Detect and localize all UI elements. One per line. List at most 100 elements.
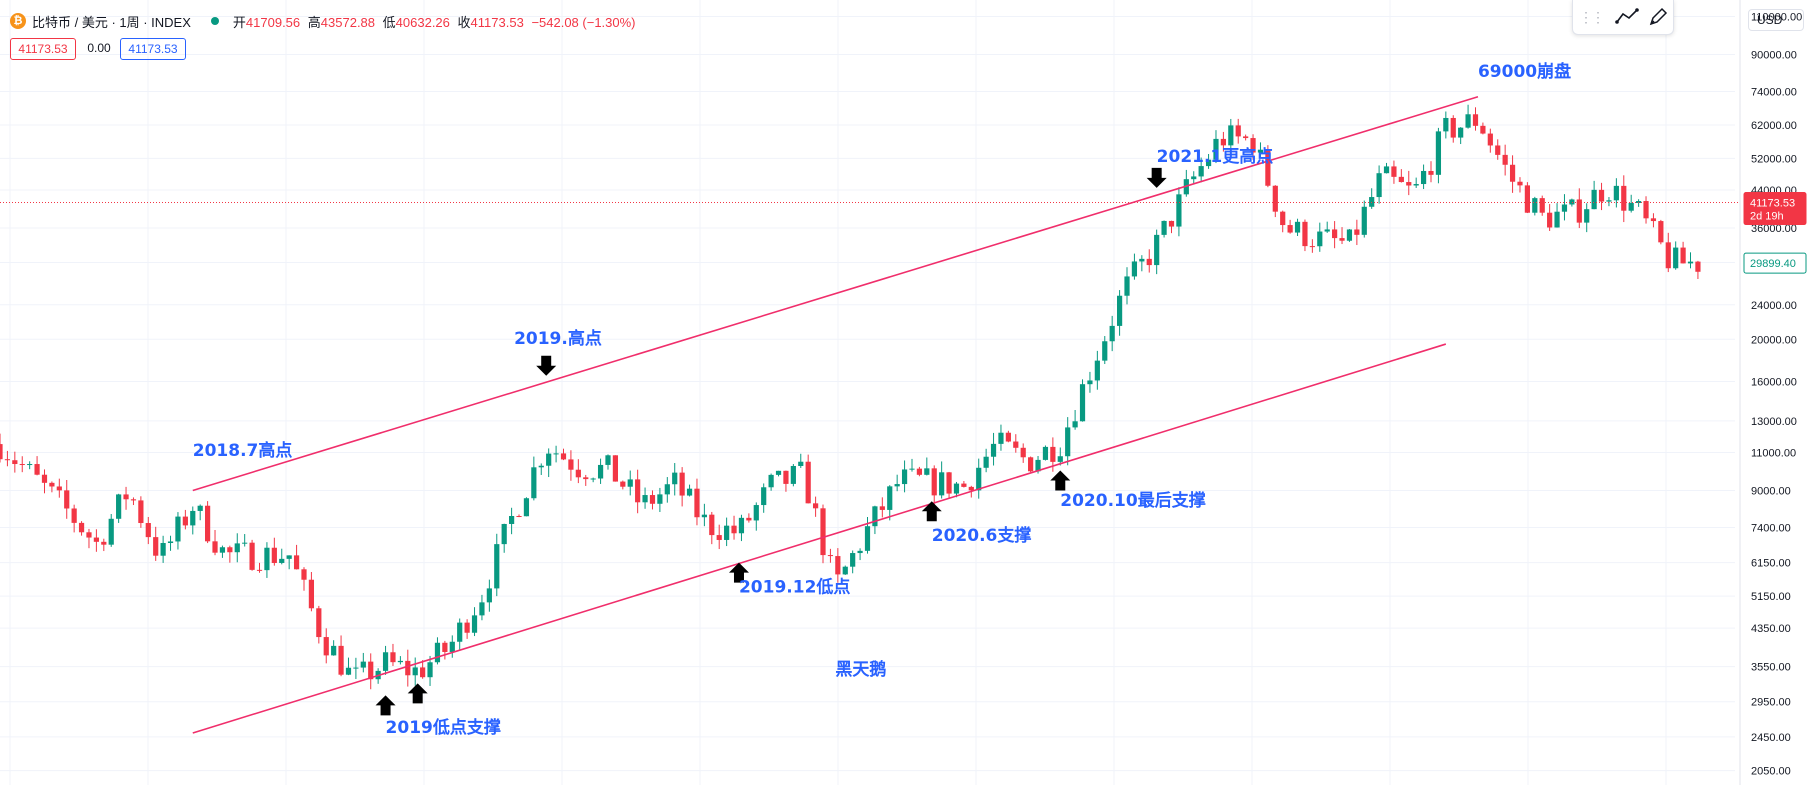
- candle: [901, 460, 908, 493]
- candle: [961, 481, 967, 488]
- candle-body: [293, 555, 300, 570]
- candle: [709, 511, 715, 545]
- candle: [160, 535, 166, 563]
- candle-body: [34, 464, 40, 475]
- candle-body: [279, 558, 285, 563]
- candle: [1621, 175, 1627, 223]
- symbol-title[interactable]: 比特币 / 美元 · 1周 · INDEX: [32, 14, 191, 30]
- candle: [1272, 185, 1278, 218]
- drawing-pen-icon[interactable]: [1643, 4, 1673, 30]
- candle-body: [679, 472, 685, 496]
- line-chart-icon[interactable]: [1613, 4, 1643, 30]
- candle-body: [286, 555, 292, 559]
- candle: [724, 517, 730, 547]
- price-tick-label: 36000.00: [1751, 223, 1797, 235]
- candle-body: [1658, 221, 1664, 243]
- candle: [1057, 447, 1063, 466]
- candle: [1361, 200, 1367, 238]
- price-tick-label: 11000.00: [1751, 447, 1796, 459]
- candle-body: [798, 461, 804, 466]
- candle-body: [850, 553, 856, 567]
- candle-body: [397, 660, 403, 663]
- candle: [1324, 221, 1330, 233]
- candle: [234, 533, 240, 563]
- candle: [1613, 178, 1619, 208]
- candle: [494, 533, 500, 597]
- drag-handle-icon[interactable]: ⋮⋮: [1579, 8, 1605, 25]
- candle: [1369, 188, 1375, 209]
- candle-body: [1065, 427, 1071, 457]
- candle-body: [1294, 221, 1301, 233]
- candle: [1250, 134, 1256, 160]
- candle: [1146, 249, 1152, 273]
- candle: [775, 470, 782, 477]
- candle-body: [775, 470, 782, 475]
- candle: [205, 501, 211, 544]
- chart-annotation: 2019低点支撑: [386, 717, 501, 738]
- candle-body: [86, 532, 92, 538]
- candle-body: [175, 516, 181, 542]
- candle-body: [1413, 184, 1419, 186]
- candle-body: [731, 525, 737, 534]
- candle-body: [1443, 117, 1449, 132]
- candle: [190, 506, 196, 535]
- candle-body: [1420, 170, 1427, 185]
- candle: [1346, 229, 1353, 242]
- countdown-label: 2d 19h: [1750, 211, 1784, 223]
- price-tick-label: 74000.00: [1751, 87, 1797, 99]
- price-tick-label: 4350.00: [1751, 623, 1791, 635]
- candle-body: [1687, 261, 1694, 264]
- price-tick-label: 110000.00: [1751, 11, 1802, 23]
- candle: [1495, 139, 1501, 160]
- candle-body: [761, 487, 767, 506]
- candle: [1094, 350, 1100, 390]
- candle-body: [990, 443, 997, 457]
- candle: [835, 548, 841, 583]
- candle: [523, 497, 530, 517]
- candle-body: [901, 469, 908, 485]
- candle: [1168, 220, 1175, 234]
- candle: [538, 463, 544, 475]
- candle: [620, 480, 626, 490]
- candle-body: [1606, 200, 1612, 202]
- candle-body: [108, 518, 114, 545]
- candle: [1465, 104, 1471, 129]
- candle-body: [872, 506, 878, 527]
- candle-body: [449, 641, 455, 652]
- candle-body: [1517, 181, 1523, 186]
- candle: [612, 455, 619, 482]
- candle: [390, 643, 396, 666]
- currency-selector[interactable]: USD: [1748, 9, 1804, 31]
- candle-body: [1628, 202, 1634, 211]
- candle: [635, 469, 641, 514]
- candle-body: [1554, 211, 1560, 228]
- candle: [909, 458, 915, 472]
- candle-body: [724, 525, 730, 540]
- candle-body: [1228, 125, 1234, 146]
- candle-body: [1406, 182, 1412, 186]
- candle: [642, 487, 648, 509]
- candle-body: [827, 555, 834, 557]
- sell-price-box[interactable]: 41173.53: [10, 38, 76, 60]
- price-tick-label: 16000.00: [1751, 377, 1797, 389]
- bitcoin-icon: ₿: [10, 13, 26, 29]
- candle: [256, 562, 263, 573]
- candle: [850, 550, 856, 574]
- candle: [0, 433, 3, 463]
- buy-price-box[interactable]: 41173.53: [120, 38, 186, 60]
- candle-body: [1272, 185, 1278, 212]
- price-tick-label: 9000.00: [1751, 485, 1791, 497]
- candle: [316, 605, 322, 644]
- candle: [1524, 182, 1530, 214]
- candle-body: [1680, 247, 1686, 264]
- candle: [1576, 188, 1582, 229]
- candle: [1005, 430, 1011, 443]
- candle: [1398, 169, 1404, 183]
- candle: [1028, 456, 1034, 473]
- candle-body: [1198, 166, 1204, 177]
- candle: [1302, 219, 1308, 252]
- chart-annotation: 2019.高点: [514, 328, 602, 349]
- price-tick-label: 2950.00: [1751, 697, 1791, 709]
- candle: [1517, 177, 1523, 193]
